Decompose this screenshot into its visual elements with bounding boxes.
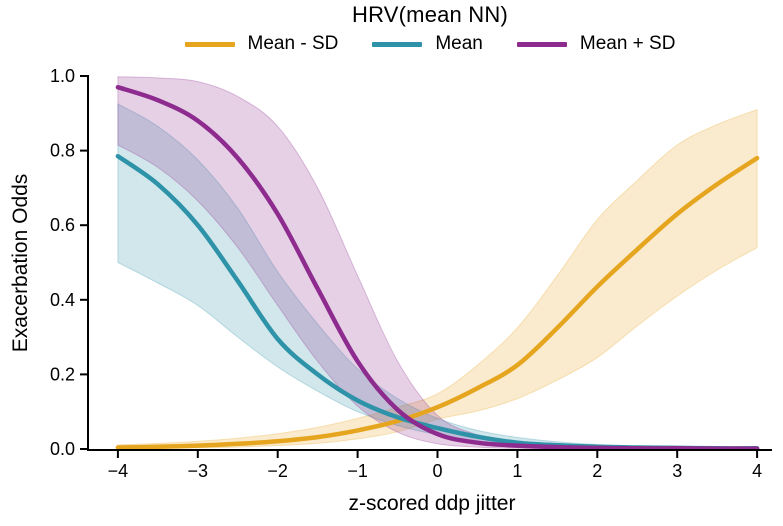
y-tick-label: 0.4: [50, 290, 75, 310]
x-tick-label: 2: [592, 461, 602, 481]
band-mean-minus-sd: [117, 108, 758, 450]
x-tick-label: −2: [267, 461, 288, 481]
y-axis-title: Exacerbation Odds: [9, 174, 32, 353]
x-axis-title: z-scored ddp jitter: [349, 492, 516, 515]
y-tick-label: 1.0: [50, 66, 75, 86]
x-tick-label: 4: [752, 461, 762, 481]
x-tick-label: −4: [108, 461, 129, 481]
line-mean-minus-plus-minus-sd: [115, 84, 760, 451]
x-tick-label: −3: [188, 461, 209, 481]
x-tick-label: −1: [347, 461, 368, 481]
x-tick-label: 1: [512, 461, 522, 481]
y-tick-label: 0.0: [50, 439, 75, 459]
y-tick-label: 0.6: [50, 215, 75, 235]
tick-marks-and-labels: −4 −3 −2 −1 0 1 2 3 4 0.0 0.2 0.4 0.6 0.8 1.0: [50, 66, 762, 481]
x-tick-label: 0: [432, 461, 442, 481]
y-tick-label: 0.2: [50, 364, 75, 384]
line-mean-minus-sd: [115, 155, 760, 450]
y-tick-label: 0.8: [50, 141, 75, 161]
series-lines: [115, 84, 760, 451]
x-tick-label: 3: [672, 461, 682, 481]
axes: [87, 75, 772, 451]
